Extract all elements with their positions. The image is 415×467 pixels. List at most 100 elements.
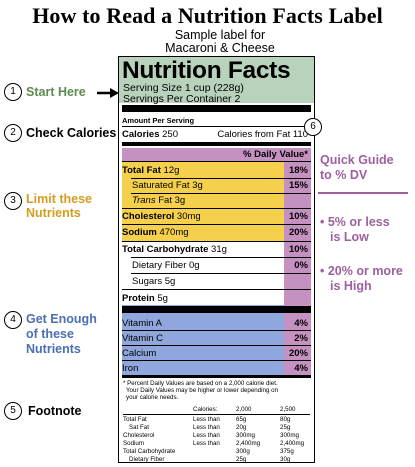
footnote-cell: Sat Fat [129,424,149,431]
vitamin-pct: 2% [294,333,308,344]
nutrient-row-total-fat: Total Fat 12g 18% [122,165,311,176]
nutrient-row-dietary-fiber: Dietary Fiber 0g 0% [122,260,311,271]
servings-per-container: Servings Per Container 2 [123,93,241,105]
nutrient-pct: 10% [288,244,308,255]
annotation-line: to % DV [320,168,368,182]
nutrient-name-suffix: Fat [155,195,172,206]
footnote-cell: 300mg [236,432,255,439]
amount-per-serving: Amount Per Serving [122,116,195,125]
footnote-cell: Less than [193,432,220,439]
page-title: How to Read a Nutrition Facts Label [32,3,383,28]
nutrition-label: Nutrition Facts Serving Size 1 cup (228g… [118,56,315,463]
vitamin-row: Calcium 20% [122,348,311,359]
nutrient-amount: 30mg [176,211,201,222]
footnote-cell: 25g [280,424,291,431]
nutrient-name: Total Fat [122,165,161,176]
annotation-line: • 20% or more [320,264,403,278]
annotation-line: Limit these [26,192,92,206]
footnote-cell: 300g [236,448,250,455]
divider [122,208,311,209]
nutrient-row-sat-fat: Saturated Fat 3g 15% [122,180,311,191]
divider [122,345,311,346]
divider [122,360,311,361]
arrow-right-icon [97,88,119,98]
annotation-line: • 5% or less [320,215,390,229]
nutrient-row-sugars: Sugars 5g [122,276,311,287]
guide-divider [318,192,408,194]
vitamin-name: Calcium [122,348,157,359]
vitamin-name: Iron [122,363,139,374]
limit-nutrients-band [122,162,311,241]
serving-size: Serving Size 1 cup (228g) [123,82,244,94]
calories-row: Calories 250 Calories from Fat 110 [122,129,311,140]
divider [131,178,311,179]
nutrient-pct: 0% [294,260,308,271]
vitamin-pct: 4% [294,363,308,374]
nutrient-row-total-carbohydrate: Total Carbohydrate 31g 10% [122,244,311,255]
annotation-line: Get Enough [26,312,97,326]
footnote-cell: 375g [280,448,294,455]
limit-nutrients-label: Limit these Nutrients [26,192,92,220]
step-number-4: 4 [4,311,22,329]
divider [123,414,310,415]
calories-from-fat: Calories from Fat 110 [217,129,308,140]
vitamin-row: Vitamin A 4% [122,318,311,329]
nutrient-name: Cholesterol [122,211,175,222]
thick-divider [122,306,311,313]
footnote-cell: 2,500 [280,406,296,413]
vitamin-pct: 20% [288,348,308,359]
vitamin-name: Vitamin A [122,318,162,329]
nutrient-amount: 12g [163,165,180,176]
quick-guide-label: Quick Guide to % DV [320,153,394,183]
divider [122,241,311,242]
divider [131,273,311,274]
thick-divider [122,105,311,112]
nutrient-amount: 3g [174,195,186,206]
footnote-cell: 25g [236,456,247,463]
footnote-cell: 80g [280,416,291,423]
footnote-cell: Calories: [193,406,218,413]
nutrient-row-cholesterol: Cholesterol 30mg 10% [122,211,311,222]
nutrient-name: Sugars [132,276,163,287]
nutrient-pct: 15% [288,180,308,191]
nutrient-row-protein: Protein 5g [122,293,311,304]
medium-divider [122,142,311,146]
start-here-label: Start Here [26,85,86,99]
footnote-cell: 30g [280,456,291,463]
annotation-line: Nutrients [26,206,81,220]
nutrient-pct: 10% [288,211,308,222]
nutrient-name: Trans [132,195,156,206]
nutrient-pct: 20% [288,227,308,238]
vitamin-pct: 4% [294,318,308,329]
daily-value-header: % Daily Value* [243,149,308,160]
daily-value-header-band [122,148,311,161]
nutrient-amount: 0g [189,260,200,271]
nutrient-pct: 18% [288,165,308,176]
footnote-line: Your Daily Values may be higher or lower… [126,387,279,394]
footnote-line: your calorie needs. [126,394,179,401]
footnote-cell: Cholesterol [123,432,155,439]
divider [122,161,311,162]
step-number-1: 1 [4,83,22,101]
serving-info-highlight [119,57,314,103]
divider [131,193,311,194]
footnote-cell: 2,400mg [236,440,261,447]
footnote-label: Footnote [28,404,82,418]
nutrient-name: Saturated Fat [132,180,190,191]
step-number-2: 2 [4,124,22,142]
divider [122,330,311,331]
sample-caption: Sample label for Macaroni & Cheese [120,29,320,55]
divider [122,224,311,225]
label-heading: Nutrition Facts [122,57,291,84]
vitamin-name: Vitamin C [122,333,164,344]
high-guide-label: • 20% or more is High [320,264,403,294]
footnote-line: * Percent Daily Values are based on a 2,… [123,380,278,387]
nutrient-amount: 31g [211,244,227,255]
step-number-6: 6 [304,118,322,136]
sample-label-for: Sample label for [174,28,266,42]
nutrient-name: Sodium [122,227,157,238]
annotation-line: is Low [330,230,369,244]
nutrient-amount: 5g [164,276,176,287]
footnote-cell: 20g [236,424,247,431]
footnote-cell: Less than [193,440,220,447]
